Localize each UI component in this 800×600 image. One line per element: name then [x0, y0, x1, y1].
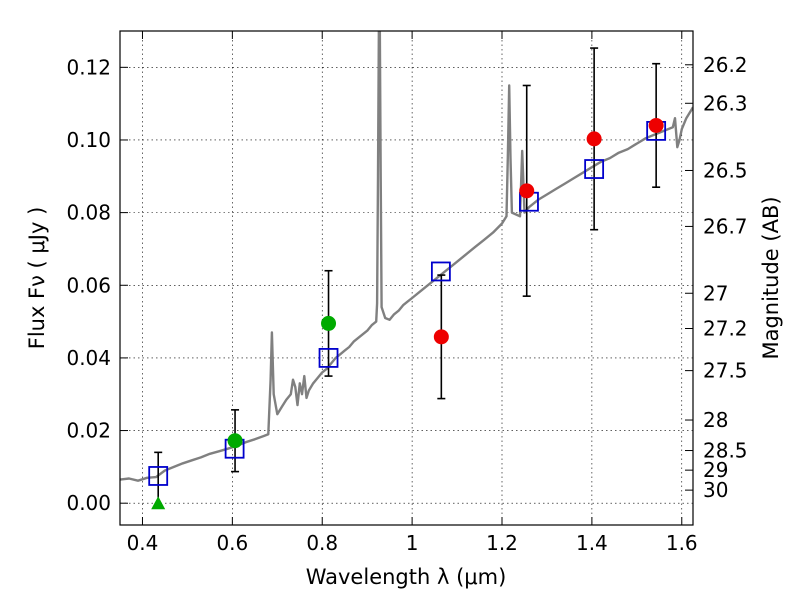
grid [120, 31, 693, 525]
magnitude-tick-label: 26.5 [703, 158, 748, 182]
y-tick-label: 0.06 [66, 273, 111, 297]
model-point [318, 348, 339, 368]
magnitude-tick-label: 26.3 [703, 91, 748, 115]
plot-area [120, 31, 693, 510]
x-axis-title: Wavelength λ (μm) [306, 565, 507, 589]
magnitude-tick-label: 27 [703, 281, 728, 305]
red-data-point [519, 183, 535, 199]
magnitude-tick-label: 28.5 [703, 439, 748, 463]
x-tick-label: 1 [406, 531, 419, 555]
x-tick-label: 0.6 [216, 531, 248, 555]
spectrum-line [120, 31, 693, 482]
magnitude-tick-label: 26.7 [703, 214, 748, 238]
x-tick-label: 1.4 [576, 531, 608, 555]
green-data-point [227, 433, 243, 449]
green-data-point [321, 315, 337, 331]
x-tick-label: 0.4 [127, 531, 159, 555]
model-point [148, 466, 169, 486]
axes: 0.4 0.6 0.8 1 1.2 1.4 1.6 0.00 0.02 0.04 0.06 0.08 0… [66, 31, 748, 555]
red-data-point [586, 131, 602, 147]
magnitude-tick-label: 29 [703, 458, 728, 482]
x-tick-label: 1.2 [486, 531, 518, 555]
y-tick-label: 0.02 [66, 419, 111, 443]
x-tick-label: 0.8 [306, 531, 338, 555]
y-tick-label: 0.08 [66, 201, 111, 225]
right-axis-title: Magnitude (AB) [759, 196, 783, 359]
magnitude-tick-label: 27.2 [703, 316, 748, 340]
magnitude-tick-label: 27.5 [703, 359, 748, 383]
y-tick-label: 0.00 [66, 491, 111, 515]
model-point [584, 159, 605, 179]
red-data-point [433, 329, 449, 345]
y-tick-label: 0.04 [66, 346, 111, 370]
red-data-point [648, 117, 664, 133]
magnitude-tick-label: 30 [703, 478, 728, 502]
model-point [430, 261, 451, 282]
y-axis-title: Flux Fν ( μJy ) [25, 207, 49, 350]
y-tick-label: 0.10 [66, 128, 111, 152]
plot-frame [119, 30, 694, 526]
x-tick-label: 1.6 [666, 531, 698, 555]
upper-limit-marker [151, 496, 166, 510]
magnitude-tick-label: 28 [703, 408, 728, 432]
magnitude-tick-label: 26.2 [703, 53, 748, 77]
y-tick-label: 0.12 [66, 55, 111, 79]
